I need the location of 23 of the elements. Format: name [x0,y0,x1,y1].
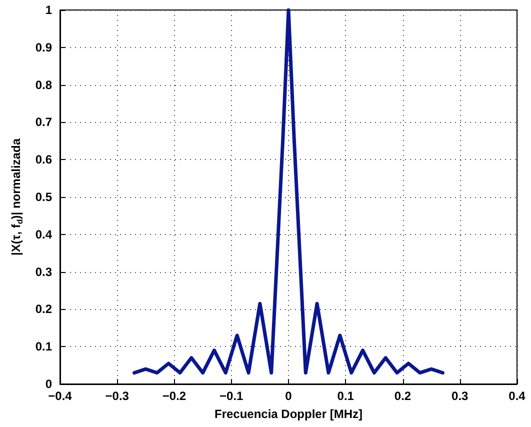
x-tick-label: −0.3 [105,389,130,403]
y-tick-label: 0.6 [35,152,52,167]
x-tick-label: 0.1 [337,389,354,403]
y-tick-label: 1 [45,3,52,17]
y-tick-label: 0.9 [35,40,52,54]
y-tick-label: 0.1 [35,340,52,354]
y-tick-label: 0.5 [35,190,52,204]
y-tick-label: 0.4 [35,227,52,242]
y-tick-label: 0.2 [35,302,52,316]
y-tick-label: 0.3 [35,264,52,279]
x-tick-label: 0.3 [452,389,469,403]
x-tick-label: 0 [285,389,292,403]
y-tick-label: 0.7 [35,115,52,130]
y-axis-title: |X(τ, fd)| normalizada [9,138,24,256]
x-axis-title: Frecuencia Doppler [MHz] [214,407,363,421]
x-tick-label: −0.2 [162,389,186,403]
y-tick-label: 0.8 [35,78,52,92]
x-tick-label: 0.4 [508,389,526,403]
x-tick-label: −0.4 [48,389,72,403]
y-tick-label: 0 [45,377,52,391]
x-tick-label: 0.2 [394,389,412,403]
line-series [132,8,444,375]
x-tick-label: −0.1 [220,389,244,403]
